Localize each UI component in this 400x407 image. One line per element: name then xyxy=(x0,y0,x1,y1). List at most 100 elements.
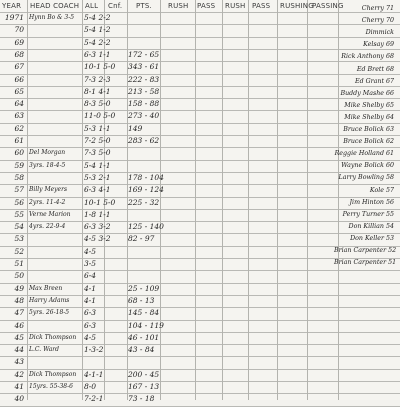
cell-coach xyxy=(29,269,81,282)
column-header: PASS xyxy=(252,2,271,10)
cell-pts xyxy=(128,355,162,368)
cell-record: 8-0 xyxy=(84,382,97,391)
cell-record: 3-5 xyxy=(84,259,97,268)
cell-pts xyxy=(128,245,162,258)
cell-pts xyxy=(128,23,162,36)
cell-record: 4-1 xyxy=(84,295,97,305)
player-name: Brian Carpenter 52 xyxy=(334,247,397,254)
cell-year: 43 xyxy=(14,357,24,367)
cell-year: 65 xyxy=(14,86,24,96)
cell-coach: Verne Marion xyxy=(29,210,71,218)
cell-pts: 222 - 83 xyxy=(128,74,160,84)
cell-record: 6-3 4-1 xyxy=(84,185,111,195)
cell-year: 48 xyxy=(14,295,24,305)
player-name: Rick Anthony 68 xyxy=(341,53,394,61)
ruled-line xyxy=(0,85,400,87)
player-name: Don Keller 53 xyxy=(350,234,394,242)
cell-coach: 15yrs. 55-38-6 xyxy=(29,383,73,390)
player-name: Perry Turner 55 xyxy=(342,210,394,218)
cell-record: 6-3 1-1 xyxy=(84,49,111,59)
cell-pts xyxy=(128,11,162,24)
cell-record: 1-8 1-1 xyxy=(84,209,111,219)
cell-year: 69 xyxy=(14,37,24,47)
cell-pts xyxy=(128,257,162,270)
cell-coach: Max Breen xyxy=(29,284,63,292)
player-name: Buddy Mashe 66 xyxy=(340,89,394,97)
cell-coach xyxy=(29,257,81,270)
cell-pts: 200 - 45 xyxy=(128,369,160,379)
cell-coach: 5yrs. 26-18-5 xyxy=(29,309,70,317)
player-name: Wayne Bolick 60 xyxy=(341,162,394,170)
ruled-line xyxy=(0,12,400,13)
cell-pts: 46 - 101 xyxy=(128,332,160,342)
cell-pts: 172 - 65 xyxy=(128,49,160,59)
player-name: Cherry 71 xyxy=(361,5,394,12)
cell-record: 4-1 xyxy=(84,283,97,293)
cell-pts: 68 - 13 xyxy=(128,295,155,305)
column-header: PASSING xyxy=(312,2,344,10)
cell-record: 8-3 5-0 xyxy=(84,99,111,109)
cell-record: 8-1 4-1 xyxy=(84,86,111,96)
cell-coach xyxy=(29,171,81,184)
cell-year: 70 xyxy=(14,25,24,35)
player-name: Cherry 70 xyxy=(361,17,394,25)
cell-year: 68 xyxy=(14,49,24,59)
cell-coach: Dick Thompson xyxy=(29,333,77,341)
cell-pts: 25 - 109 xyxy=(128,283,160,293)
cell-record: 6-3 xyxy=(84,320,97,330)
cell-coach xyxy=(29,232,81,245)
cell-pts: 283 - 62 xyxy=(128,136,160,145)
cell-record: 6-3 3-2 xyxy=(84,222,111,232)
ruled-line xyxy=(0,135,400,136)
cell-coach: Billy Meyers xyxy=(29,186,68,194)
cell-record xyxy=(84,355,126,368)
cell-record: 10-1 5-0 xyxy=(84,197,116,207)
cell-year: 66 xyxy=(14,74,24,84)
cell-coach xyxy=(29,355,81,368)
ruled-line xyxy=(0,208,400,210)
cell-record: 11-0 5-0 xyxy=(84,111,116,121)
cell-coach: 3yrs. 18-4-5 xyxy=(29,161,66,169)
cell-record: 5-3 1-1 xyxy=(84,123,111,133)
cell-year: 59 xyxy=(14,160,24,170)
cell-record: 4-5 xyxy=(84,246,97,256)
column-header: RUSH xyxy=(168,2,189,10)
ruled-line xyxy=(0,233,400,235)
cell-coach xyxy=(29,73,81,86)
column-header: Cnf. xyxy=(108,2,123,10)
cell-coach: Hynn Bo & 3-5 xyxy=(29,14,75,21)
column-line xyxy=(195,0,196,400)
cell-pts: 82 - 97 xyxy=(128,234,155,244)
column-header: PASS xyxy=(197,2,216,10)
column-header: YEAR xyxy=(2,2,22,10)
cell-pts: 73 - 18 xyxy=(128,394,155,404)
player-name: Ed Brett 68 xyxy=(356,65,394,73)
cell-coach xyxy=(29,122,81,135)
cell-year: 54 xyxy=(14,222,24,232)
ruled-line xyxy=(0,110,400,112)
ruled-line xyxy=(0,393,400,395)
cell-pts: 158 - 88 xyxy=(128,99,160,109)
cell-year: 46 xyxy=(14,320,24,330)
cell-record: 4-1-1 xyxy=(84,369,104,379)
cell-record: 7-3 5-0 xyxy=(84,148,111,158)
cell-pts xyxy=(128,146,162,159)
ruled-line xyxy=(0,307,400,309)
ruled-line xyxy=(0,344,400,346)
cell-pts: 169 - 124 xyxy=(128,185,164,195)
cell-coach xyxy=(29,392,81,405)
cell-pts: 343 - 61 xyxy=(128,62,160,72)
ruled-line xyxy=(0,319,400,321)
cell-coach xyxy=(29,245,81,258)
cell-year: 61 xyxy=(14,136,24,145)
player-name: Kelsay 69 xyxy=(363,41,394,49)
column-header: PTS. xyxy=(136,2,152,10)
cell-coach xyxy=(29,134,81,147)
cell-pts xyxy=(128,159,162,172)
column-header: RUSH xyxy=(225,2,246,10)
column-header: HEAD COACH xyxy=(30,2,80,10)
ruled-line xyxy=(0,24,400,26)
cell-year: 57 xyxy=(14,185,24,195)
cell-year: 42 xyxy=(14,369,24,379)
cell-year: 41 xyxy=(14,382,24,391)
